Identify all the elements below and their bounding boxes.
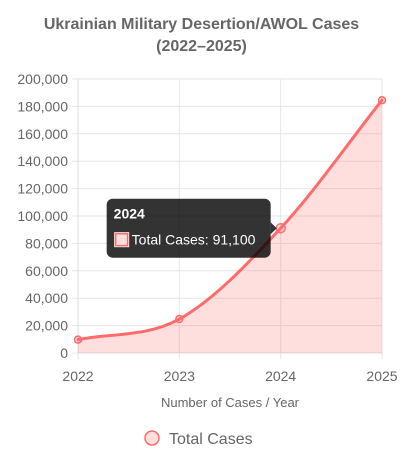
legend-label-total-cases: Total Cases [169, 431, 253, 448]
tooltip-swatch-bg [114, 232, 130, 248]
y-tick-label: 40,000 [25, 290, 68, 306]
y-axis: 0 20,000 40,000 60,000 80,000 100,000 120,000 1… [17, 71, 68, 361]
tooltip-title: 2024 [114, 206, 145, 222]
tooltip-box [106, 198, 271, 258]
y-tick-label: 60,000 [25, 263, 68, 279]
y-tick-label: 120,000 [17, 181, 68, 197]
data-point-2024 [275, 222, 286, 234]
x-axis-title: Number of Cases / Year [161, 395, 300, 410]
tooltip-label: Total Cases: 91,100 [132, 232, 256, 248]
x-tick-label: 2022 [62, 368, 93, 384]
y-tick-label: 200,000 [17, 71, 68, 87]
chart-title-line-2: (2022–2025) [156, 38, 247, 55]
series-area-fill [78, 100, 382, 353]
y-tick-label: 100,000 [17, 208, 68, 224]
y-tick-label: 180,000 [17, 98, 68, 114]
x-tick-label: 2023 [164, 368, 195, 384]
x-tick-label: 2024 [265, 368, 296, 384]
data-point-2022 [73, 335, 83, 344]
y-tick-label: 80,000 [25, 235, 68, 251]
data-point-2025 [377, 95, 387, 105]
legend[interactable]: Total Cases [144, 430, 253, 448]
tooltip: 2024 Total Cases: 91,100 [106, 198, 277, 258]
x-tick-label: 2025 [366, 368, 397, 384]
y-tick-label: 0 [60, 345, 68, 361]
tooltip-swatch [114, 232, 129, 247]
legend-marker [144, 430, 160, 446]
tooltip-caret [270, 222, 277, 235]
series-line-total-cases [76, 98, 384, 342]
y-tick-label: 20,000 [25, 318, 68, 334]
x-axis: 2022 2023 2024 2025 [62, 368, 397, 384]
data-point-2023 [175, 314, 184, 324]
y-tick-label: 160,000 [17, 126, 68, 142]
y-tick-label: 140,000 [17, 153, 68, 169]
chart-title-line-1: Ukrainian Military Desertion/AWOL Cases [44, 16, 359, 33]
